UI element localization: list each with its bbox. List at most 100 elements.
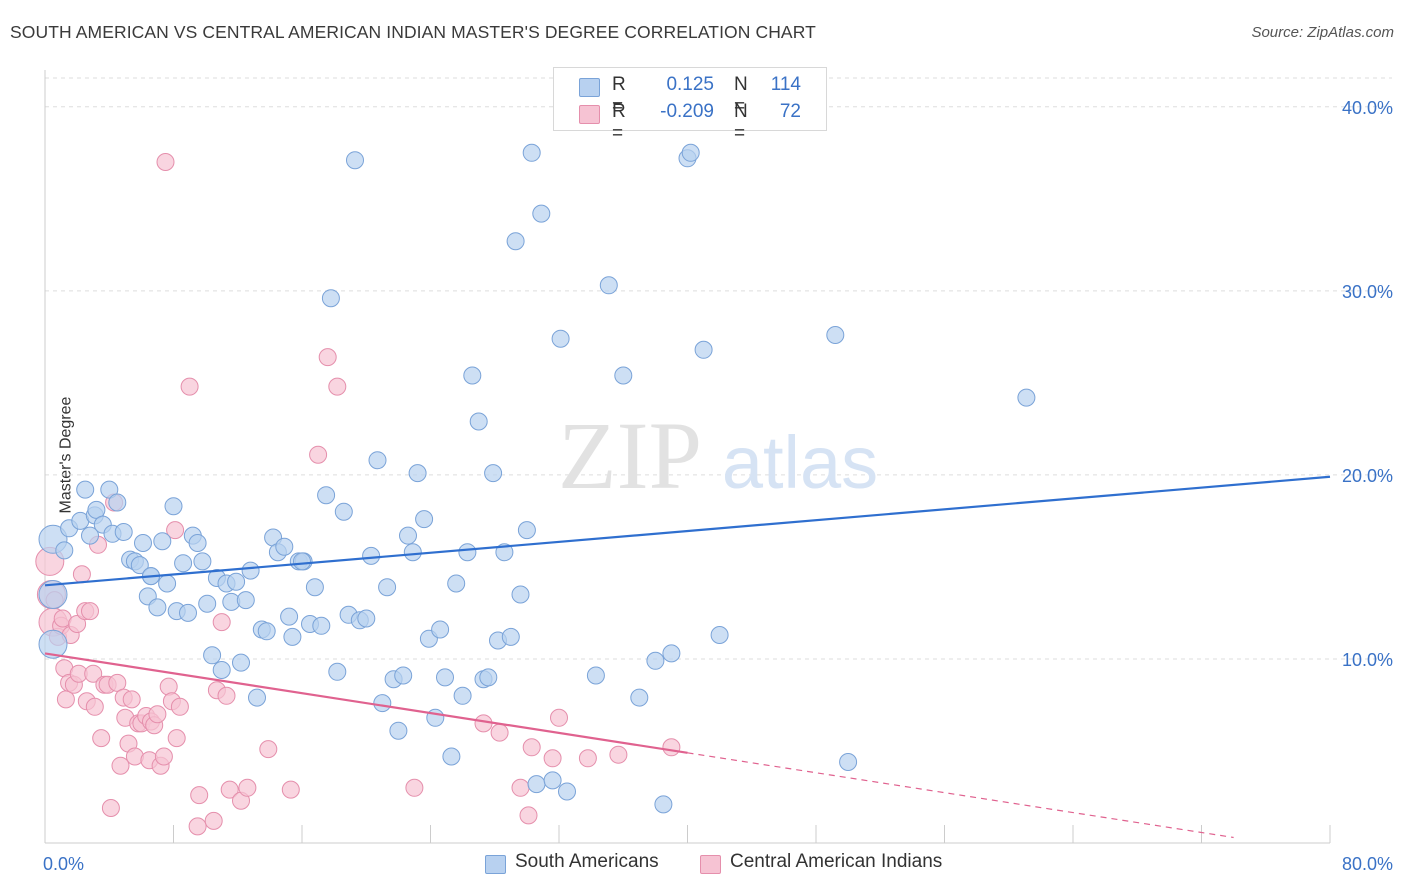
data-point	[474, 714, 493, 733]
data-point	[232, 653, 250, 672]
data-point	[72, 565, 91, 584]
data-point	[463, 366, 482, 385]
data-point	[111, 756, 130, 775]
data-point	[156, 153, 175, 171]
data-point	[164, 497, 183, 516]
data-point	[188, 534, 207, 552]
data-point	[193, 552, 212, 571]
data-point	[506, 232, 525, 251]
data-point	[431, 620, 450, 639]
data-point	[318, 348, 337, 367]
data-point	[220, 780, 239, 799]
data-point	[309, 445, 328, 464]
data-point	[511, 585, 530, 604]
data-point	[238, 778, 257, 797]
data-point	[55, 541, 74, 560]
data-point	[283, 627, 302, 646]
data-point	[826, 326, 845, 344]
data-point	[68, 615, 87, 633]
data-point	[408, 464, 427, 483]
data-point	[378, 578, 397, 597]
trend-line-south-americans	[44, 475, 1331, 587]
data-point	[241, 561, 260, 580]
chart-title: SOUTH AMERICAN VS CENTRAL AMERICAN INDIA…	[10, 22, 816, 42]
data-point	[328, 662, 347, 681]
data-point	[519, 806, 538, 825]
data-point	[293, 552, 311, 571]
watermark-atlas: atlas	[722, 421, 878, 504]
data-point	[442, 747, 461, 766]
data-point	[609, 745, 628, 764]
data-point	[122, 690, 141, 709]
data-point	[305, 578, 324, 597]
data-point	[479, 668, 498, 687]
data-point	[599, 276, 618, 295]
data-point	[204, 811, 223, 830]
x-tick-label: 80.0%	[1342, 854, 1393, 874]
watermark-zip: ZIP	[558, 402, 702, 509]
data-point	[543, 749, 562, 768]
trend-lines	[44, 475, 1331, 839]
data-point	[527, 775, 546, 794]
data-point	[190, 786, 209, 805]
data-point	[543, 771, 562, 790]
data-point	[114, 523, 133, 541]
legend-r-value: 0.125	[666, 74, 714, 95]
data-point	[710, 626, 729, 644]
data-point	[511, 778, 530, 797]
data-point	[630, 688, 649, 707]
data-point	[81, 526, 99, 545]
data-point	[148, 598, 167, 617]
watermark: ZIP atlas	[558, 402, 878, 509]
data-point	[469, 412, 488, 431]
data-point	[84, 664, 103, 683]
data-point	[839, 753, 858, 771]
y-tick-label: 40.0%	[1342, 98, 1393, 118]
data-point	[154, 747, 173, 766]
data-point	[399, 526, 417, 545]
data-point	[447, 574, 466, 593]
data-point	[436, 668, 454, 687]
data-point	[180, 377, 199, 396]
data-point	[394, 666, 413, 685]
data-point	[662, 738, 681, 757]
data-point	[259, 740, 278, 759]
data-point	[346, 151, 364, 170]
data-point	[170, 697, 189, 716]
data-point	[550, 708, 568, 727]
data-point	[153, 532, 172, 551]
legend-r-label: R =	[612, 74, 626, 117]
data-point	[681, 143, 700, 162]
data-point	[357, 609, 376, 628]
data-point	[1017, 388, 1036, 407]
data-point	[490, 723, 509, 742]
data-point	[212, 613, 231, 632]
data-point	[614, 366, 633, 385]
legend-n-value: 114	[770, 74, 801, 95]
data-point	[522, 738, 541, 757]
legend-swatch-pink	[579, 105, 600, 124]
data-point	[317, 486, 336, 505]
legend-n-label: N =	[734, 101, 748, 144]
data-point	[362, 546, 381, 565]
data-point	[159, 677, 178, 696]
data-point	[92, 729, 111, 748]
bottom-legend-label: Central American Indians	[730, 851, 943, 872]
data-point	[415, 510, 434, 529]
bottom-legend-swatch-pink	[700, 855, 721, 874]
data-point	[501, 627, 520, 646]
tick-labels: 10.0% 20.0% 30.0% 40.0% 0.0% 80.0%	[43, 98, 1393, 874]
source-label: Source: ZipAtlas.com	[1251, 24, 1394, 41]
data-point	[38, 629, 68, 659]
data-point	[654, 795, 673, 814]
axes	[44, 70, 1331, 844]
data-point	[312, 616, 331, 635]
data-point	[403, 543, 422, 562]
trend-line-central-american-indians	[44, 652, 688, 754]
data-point	[38, 580, 68, 609]
data-point	[551, 329, 570, 348]
data-point	[188, 817, 207, 836]
legend-n-label: N =	[734, 74, 748, 117]
correlation-legend: R = 0.125 N = 114 R = -0.209 N = 72	[553, 67, 827, 144]
data-point	[517, 521, 536, 540]
